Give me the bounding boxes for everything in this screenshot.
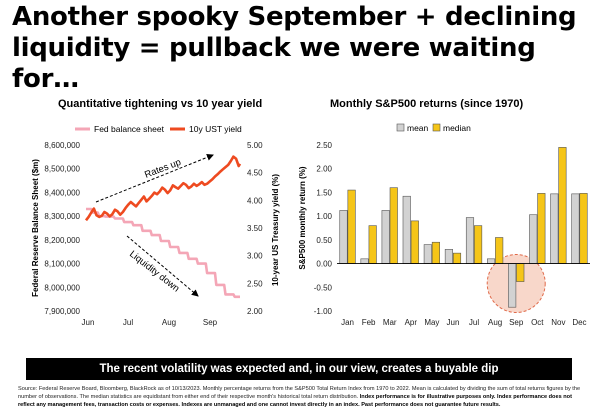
- y-tick-label: 1.50: [316, 188, 332, 197]
- liquidity-down-arrow: [126, 235, 199, 297]
- x-tick-label: Apr: [405, 318, 418, 327]
- y2-tick-label: 4.00: [247, 196, 263, 205]
- bar-mean: [550, 193, 559, 264]
- y2-axis-title: 10-year US Treasury yield (%): [271, 174, 280, 286]
- bar-median: [410, 220, 419, 264]
- y2-tick-label: 5.00: [247, 141, 263, 150]
- bar-mean: [487, 258, 496, 264]
- x-tick-label: Sep: [203, 318, 218, 327]
- bar-mean: [465, 217, 475, 264]
- bar-mean: [360, 258, 369, 264]
- y2-tick-label: 3.50: [247, 224, 263, 233]
- bar-median: [474, 225, 483, 264]
- left-chart-title: Quantitative tightening vs 10 year yield: [58, 98, 263, 110]
- x-tick-label: Jul: [123, 318, 133, 327]
- bar-mean: [339, 210, 348, 264]
- legend-label-fed: Fed balance sheet: [94, 124, 165, 134]
- y2-tick-label: 2.50: [247, 279, 263, 288]
- bar-median: [558, 147, 567, 264]
- bar-median: [495, 237, 504, 264]
- series-line-fed: [86, 207, 240, 299]
- y-tick-label: 0.50: [316, 236, 332, 245]
- y-tick-label: 8,200,000: [44, 236, 80, 245]
- bar-median: [389, 187, 398, 264]
- x-tick-label: Sep: [509, 318, 524, 327]
- y-tick-label: 8,600,000: [44, 141, 80, 150]
- x-tick-label: Jan: [341, 318, 354, 327]
- y-axis-title: S&P500 monthly return (%): [298, 166, 307, 269]
- bar-median: [431, 241, 440, 264]
- headline: Another spooky September + declining liq…: [12, 2, 577, 94]
- bar-median: [452, 252, 462, 264]
- key-message-banner: The recent volatility was expected and, …: [26, 358, 572, 380]
- y-tick-label: 8,100,000: [44, 260, 80, 269]
- x-tick-label: Aug: [162, 318, 176, 327]
- x-tick-label: Mar: [383, 318, 397, 327]
- source-footnote: Source: Federal Reserve Board, Bloomberg…: [18, 385, 588, 409]
- x-tick-label: Jul: [469, 318, 479, 327]
- legend-label-mean: mean: [407, 123, 429, 133]
- x-tick-label: Nov: [551, 318, 565, 327]
- x-tick-label: May: [424, 318, 439, 327]
- x-tick-label: Oct: [531, 318, 544, 327]
- bar-median: [368, 225, 377, 264]
- x-tick-label: Dec: [572, 318, 586, 327]
- y2-tick-label: 4.50: [247, 169, 263, 178]
- y-tick-label: -1.00: [314, 307, 333, 316]
- y-tick-label: 8,300,000: [44, 212, 80, 221]
- legend-label-median: median: [443, 123, 471, 133]
- bar-mean: [508, 263, 517, 308]
- y-tick-label: 0.00: [316, 260, 332, 269]
- bar-median: [537, 193, 546, 264]
- y-tick-label: 8,500,000: [44, 165, 80, 174]
- legend-swatch-mean: [396, 123, 405, 132]
- x-tick-label: Feb: [362, 318, 376, 327]
- y2-tick-label: 3.00: [247, 252, 263, 261]
- x-tick-label: Jun: [82, 318, 95, 327]
- y-tick-label: -0.50: [314, 283, 333, 292]
- bar-mean: [571, 193, 580, 264]
- bar-mean: [529, 214, 538, 264]
- bar-median: [347, 189, 356, 264]
- x-tick-label: Aug: [488, 318, 502, 327]
- y-tick-label: 7,900,000: [44, 307, 80, 316]
- legend-swatch-median: [432, 123, 441, 132]
- right-chart-title: Monthly S&P500 returns (since 1970): [330, 98, 524, 110]
- bar-mean: [444, 249, 453, 264]
- y-tick-label: 8,000,000: [44, 283, 80, 292]
- bar-mean: [423, 244, 432, 264]
- y2-tick-label: 2.00: [247, 307, 263, 316]
- bar-mean: [402, 195, 411, 264]
- y-tick-label: 1.00: [316, 212, 332, 221]
- y-tick-label: 8,400,000: [44, 188, 80, 197]
- bar-median: [516, 263, 525, 282]
- series-line-ust: [84, 155, 242, 222]
- legend-label-ust: 10y UST yield: [189, 124, 242, 134]
- y-tick-label: 2.50: [316, 141, 332, 150]
- bar-median: [579, 193, 588, 264]
- footnote-text: Source: Federal Reserve Board, Bloomberg…: [18, 386, 581, 400]
- bar-mean: [381, 210, 390, 264]
- x-tick-label: Jun: [447, 318, 460, 327]
- footnote-disclaimer: Index performance is for illustrative pu…: [18, 394, 572, 408]
- y-tick-label: 2.00: [316, 165, 332, 174]
- y-axis-title: Federal Reserve Balance Sheet ($m): [31, 159, 40, 297]
- rates-up-arrow: [95, 153, 214, 203]
